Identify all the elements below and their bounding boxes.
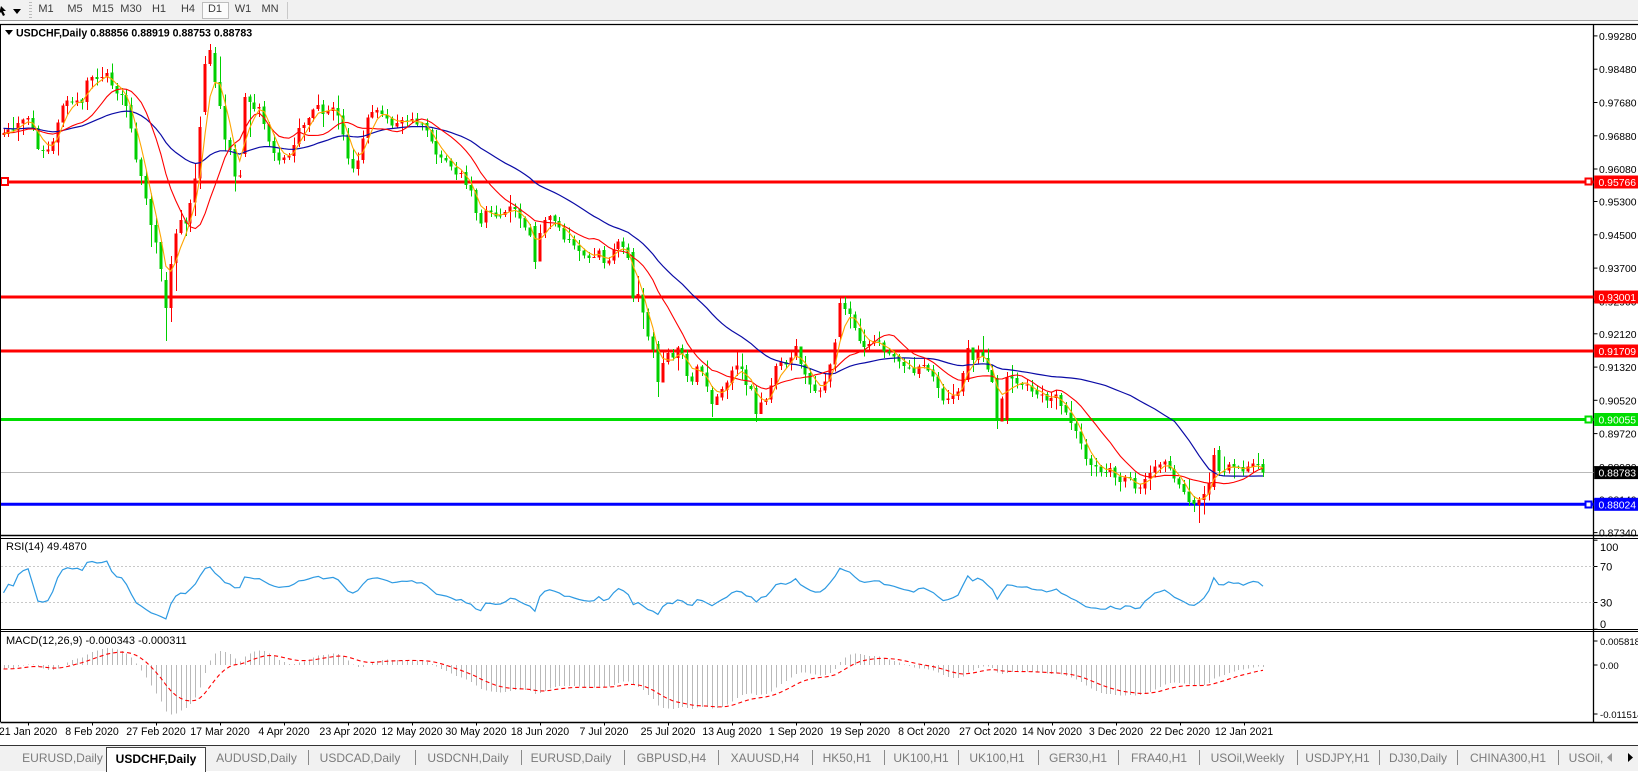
svg-text:MACD(12,26,9) -0.000343 -0.000: MACD(12,26,9) -0.000343 -0.000311 bbox=[6, 635, 187, 647]
svg-text:0.89720: 0.89720 bbox=[1599, 430, 1637, 441]
svg-text:0.95766: 0.95766 bbox=[1599, 178, 1637, 189]
svg-text:USDCHF,Daily 0.88856 0.88919: USDCHF,Daily 0.88856 0.88919 0.88753 0.8… bbox=[16, 28, 252, 40]
svg-text:14 Nov 2020: 14 Nov 2020 bbox=[1022, 726, 1082, 738]
svg-text:18 Jun 2020: 18 Jun 2020 bbox=[511, 726, 569, 738]
svg-text:4 Apr 2020: 4 Apr 2020 bbox=[258, 726, 309, 738]
svg-text:70: 70 bbox=[1600, 562, 1612, 574]
svg-text:22 Dec 2020: 22 Dec 2020 bbox=[1150, 726, 1210, 738]
svg-text:0.94500: 0.94500 bbox=[1599, 231, 1637, 242]
svg-text:0.90520: 0.90520 bbox=[1599, 396, 1637, 407]
svg-text:0.92120: 0.92120 bbox=[1599, 330, 1637, 341]
svg-text:19 Sep 2020: 19 Sep 2020 bbox=[830, 726, 890, 738]
svg-text:13 Aug 2020: 13 Aug 2020 bbox=[702, 726, 762, 738]
svg-text:0.97680: 0.97680 bbox=[1599, 99, 1637, 110]
svg-text:27 Oct 2020: 27 Oct 2020 bbox=[959, 726, 1017, 738]
svg-text:25 Jul 2020: 25 Jul 2020 bbox=[641, 726, 696, 738]
svg-text:0.88783: 0.88783 bbox=[1599, 469, 1637, 480]
svg-text:0.005818: 0.005818 bbox=[1600, 637, 1638, 648]
svg-text:0.99280: 0.99280 bbox=[1599, 32, 1637, 43]
svg-text:0.98480: 0.98480 bbox=[1599, 65, 1637, 76]
svg-text:RSI(14) 49.4870: RSI(14) 49.4870 bbox=[6, 541, 87, 553]
svg-text:-0.011514: -0.011514 bbox=[1600, 710, 1638, 721]
svg-text:0.93700: 0.93700 bbox=[1599, 264, 1637, 275]
svg-text:3 Dec 2020: 3 Dec 2020 bbox=[1089, 726, 1143, 738]
svg-text:0.87340: 0.87340 bbox=[1599, 529, 1637, 540]
svg-text:8 Oct 2020: 8 Oct 2020 bbox=[898, 726, 950, 738]
svg-text:7 Jul 2020: 7 Jul 2020 bbox=[580, 726, 629, 738]
svg-text:0.88024: 0.88024 bbox=[1599, 500, 1637, 511]
svg-text:0.91709: 0.91709 bbox=[1599, 347, 1637, 358]
svg-text:0: 0 bbox=[1600, 619, 1606, 631]
svg-text:1 Sep 2020: 1 Sep 2020 bbox=[769, 726, 823, 738]
svg-text:0.95300: 0.95300 bbox=[1599, 198, 1637, 209]
svg-text:0.93001: 0.93001 bbox=[1599, 293, 1637, 304]
svg-text:12 Jan 2021: 12 Jan 2021 bbox=[1215, 726, 1273, 738]
svg-text:27 Feb 2020: 27 Feb 2020 bbox=[126, 726, 186, 738]
svg-text:0.96880: 0.96880 bbox=[1599, 132, 1637, 143]
svg-text:21 Jan 2020: 21 Jan 2020 bbox=[0, 726, 57, 738]
svg-text:23 Apr 2020: 23 Apr 2020 bbox=[319, 726, 376, 738]
svg-text:100: 100 bbox=[1600, 542, 1618, 554]
svg-text:0.96080: 0.96080 bbox=[1599, 165, 1637, 176]
svg-text:0.90055: 0.90055 bbox=[1599, 416, 1637, 427]
svg-text:30: 30 bbox=[1600, 598, 1612, 610]
svg-text:12 May 2020: 12 May 2020 bbox=[381, 726, 442, 738]
svg-text:17 Mar 2020: 17 Mar 2020 bbox=[190, 726, 250, 738]
svg-text:0.91320: 0.91320 bbox=[1599, 363, 1637, 374]
svg-text:30 May 2020: 30 May 2020 bbox=[445, 726, 506, 738]
svg-text:8 Feb 2020: 8 Feb 2020 bbox=[65, 726, 119, 738]
svg-text:0.00: 0.00 bbox=[1600, 661, 1619, 672]
